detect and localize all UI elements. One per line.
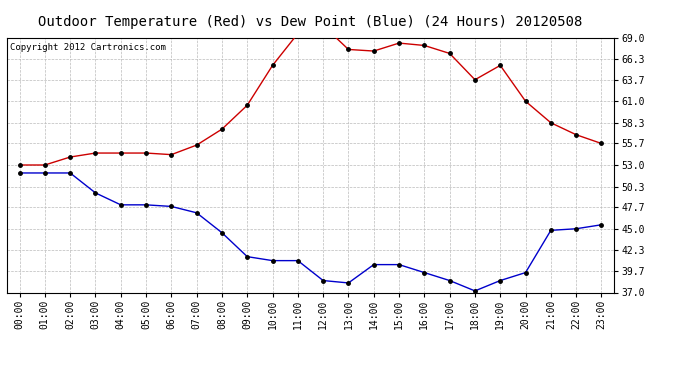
Text: Outdoor Temperature (Red) vs Dew Point (Blue) (24 Hours) 20120508: Outdoor Temperature (Red) vs Dew Point (… bbox=[39, 15, 582, 29]
Text: Copyright 2012 Cartronics.com: Copyright 2012 Cartronics.com bbox=[10, 43, 166, 52]
